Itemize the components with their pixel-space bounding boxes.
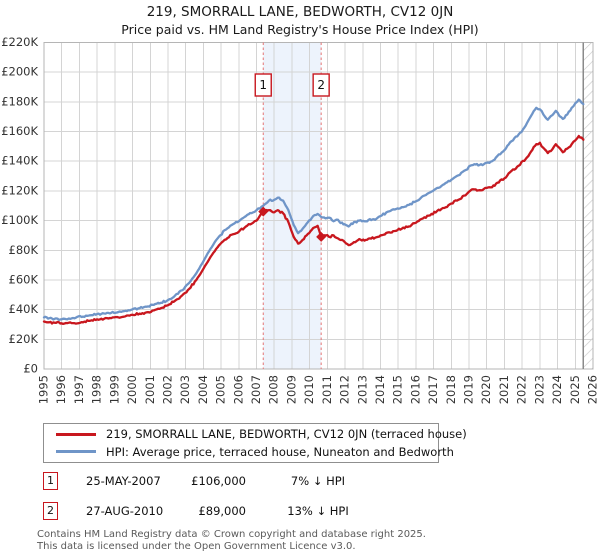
x-axis-tick-label: 1999 (107, 375, 121, 404)
sale-marker-diamond (258, 206, 269, 217)
transaction-row-1: 1 25-MAY-2007 £106,000 7% ↓ HPI (0, 472, 600, 492)
legend-item-label: HPI: Average price, terraced house, Nune… (106, 444, 454, 459)
hpi-index-line (42, 98, 585, 322)
x-axis-tick-label: 2022 (515, 375, 529, 404)
transaction-2-number-badge: 2 (43, 502, 58, 520)
y-axis-tick-label: £80K (9, 243, 39, 257)
transaction-2-price: £89,000 (198, 504, 246, 518)
transaction-1-date: 25-MAY-2007 (86, 474, 161, 488)
x-axis-tick-label: 2025 (568, 375, 582, 404)
transaction-2-date: 27-AUG-2010 (86, 504, 164, 518)
transaction-1-price: £106,000 (191, 474, 246, 488)
x-axis-tick-label: 2014 (373, 375, 387, 404)
x-axis-tick-label: 2011 (320, 375, 334, 404)
y-axis-tick-label: £40K (9, 302, 39, 316)
property-price-line (42, 134, 585, 326)
x-axis-tick-label: 2016 (408, 375, 422, 404)
x-axis-tick-label: 2019 (462, 375, 476, 404)
x-axis-tick-label: 2004 (196, 375, 210, 404)
x-axis-tick-label: 2013 (355, 375, 369, 404)
x-axis-tick-label: 2026 (586, 375, 600, 404)
x-axis-tick-label: 2002 (160, 375, 174, 404)
x-axis-tick-label: 2010 (302, 375, 316, 404)
sale-number-box (312, 73, 330, 97)
sale-number-label: 1 (259, 78, 267, 92)
x-axis-tick-label: 2006 (231, 375, 245, 404)
x-axis-tick-label: 2005 (214, 375, 228, 404)
y-axis-tick-label: £180K (1, 94, 38, 108)
y-axis-tick-label: £60K (9, 272, 39, 286)
x-axis-tick-label: 2001 (143, 375, 157, 404)
footer-line-1: Contains HM Land Registry data © Crown c… (37, 529, 426, 540)
hpi-line-swatch (56, 450, 96, 454)
x-axis-tick-label: 2017 (426, 375, 440, 404)
y-axis-tick-label: £120K (1, 183, 38, 197)
page-title: 219, SMORRALL LANE, BEDWORTH, CV12 0JN (146, 4, 454, 20)
x-axis-tick-label: 1996 (54, 375, 68, 404)
y-axis-tick-label: £140K (1, 154, 38, 168)
x-axis-tick-label: 2003 (178, 375, 192, 404)
x-axis-tick-label: 1997 (72, 375, 86, 404)
footer-line-2: This data is licensed under the Open Gov… (37, 540, 356, 552)
y-axis-tick-label: £160K (1, 124, 38, 138)
y-axis-tick-label: £220K (1, 35, 38, 49)
x-axis-tick-label: 2000 (125, 375, 139, 404)
price-history-chart: 1 2 £0 £20K £40K £60K £80K £100K £120K £140K £160K… (1, 35, 600, 404)
sale-number-box (254, 73, 272, 97)
x-axis-tick-label: 2020 (479, 375, 493, 404)
x-axis-tick-label: 1995 (37, 375, 51, 404)
x-axis-tick-label: 1998 (90, 375, 104, 404)
x-axis-tick-label: 2008 (267, 375, 281, 404)
x-axis-tick-label: 2015 (391, 375, 405, 404)
chart-legend: 219, SMORRALL LANE, BEDWORTH, CV12 0JN (… (43, 423, 467, 463)
x-axis-tick-label: 2024 (550, 375, 564, 404)
copyright-footer: Contains HM Land Registry data © Crown c… (37, 529, 597, 552)
property-line-swatch (56, 432, 96, 436)
x-axis-tick-label: 2021 (497, 375, 511, 404)
legend-item-hpi: HPI: Average price, terraced house, Nune… (44, 444, 454, 460)
x-axis-tick-label: 2012 (338, 375, 352, 404)
legend-item-property: 219, SMORRALL LANE, BEDWORTH, CV12 0JN (… (44, 426, 467, 442)
x-axis-tick-label: 2018 (444, 375, 458, 404)
sale-marker-diamond (316, 231, 327, 242)
y-axis-tick-label: £100K (1, 213, 38, 227)
y-axis-tick-label: £0 (23, 362, 38, 376)
transaction-1-vs-hpi: 7% ↓ HPI (290, 474, 346, 488)
y-axis-tick-label: £200K (1, 65, 38, 79)
x-axis-tick-label: 2023 (532, 375, 546, 404)
future-no-data-hatch (583, 42, 593, 369)
y-axis-tick-label: £20K (9, 332, 39, 346)
legend-item-label: 219, SMORRALL LANE, BEDWORTH, CV12 0JN (… (106, 427, 467, 442)
plot-border (43, 42, 594, 370)
x-axis-tick-label: 2007 (249, 375, 263, 404)
sale-number-label: 2 (317, 78, 325, 92)
x-axis-tick-label: 2009 (284, 375, 298, 404)
transaction-1-number-badge: 1 (43, 472, 58, 490)
transaction-row-2: 2 27-AUG-2010 £89,000 13% ↓ HPI (0, 502, 600, 522)
transaction-2-vs-hpi: 13% ↓ HPI (287, 504, 349, 518)
page-subtitle: Price paid vs. HM Land Registry's House … (121, 22, 479, 37)
